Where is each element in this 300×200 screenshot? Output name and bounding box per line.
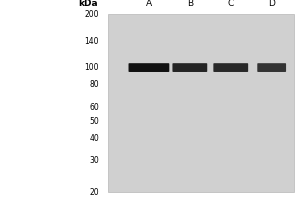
Text: 50: 50 [89,117,99,126]
Text: 100: 100 [85,63,99,72]
Text: C: C [228,0,234,8]
Text: 140: 140 [85,37,99,46]
Text: 40: 40 [89,134,99,143]
Text: 60: 60 [89,103,99,112]
FancyBboxPatch shape [128,63,169,72]
Text: 80: 80 [89,80,99,89]
Text: B: B [187,0,193,8]
FancyBboxPatch shape [172,63,207,72]
Text: 200: 200 [85,10,99,19]
Text: D: D [268,0,275,8]
Text: 20: 20 [89,188,99,197]
Text: A: A [146,0,152,8]
FancyBboxPatch shape [213,63,248,72]
FancyBboxPatch shape [257,63,286,72]
Text: kDa: kDa [78,0,98,8]
Text: 30: 30 [89,156,99,165]
FancyBboxPatch shape [108,14,294,192]
